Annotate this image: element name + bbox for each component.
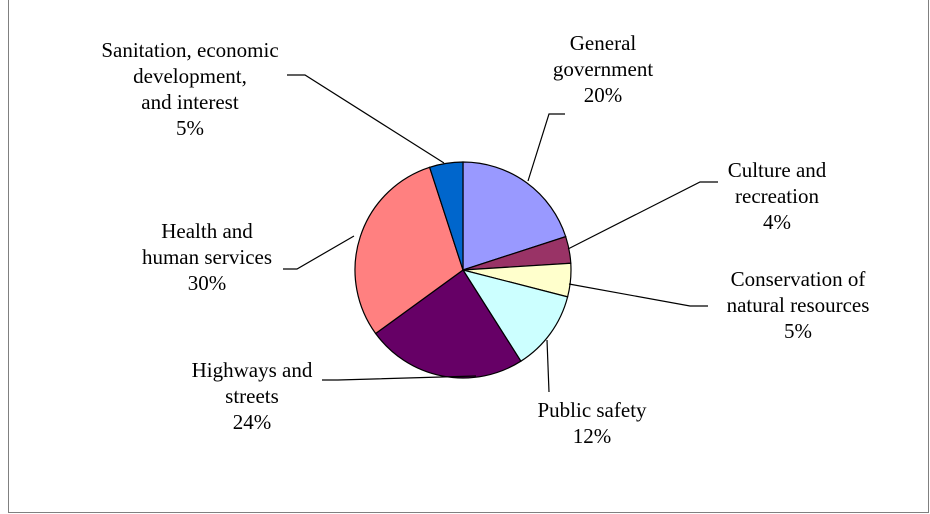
slice-label-6: Sanitation, economic development, and inte… xyxy=(101,37,278,141)
slice-label-line: Sanitation, economic xyxy=(101,38,279,62)
leader-line-3 xyxy=(546,339,550,393)
leader-line-2 xyxy=(568,283,708,307)
leader-line-6 xyxy=(287,74,445,164)
slice-label-2: Conservation of natural resources 5% xyxy=(727,266,870,344)
slice-label-line: and interest xyxy=(141,90,239,114)
pie-slice-6 xyxy=(428,161,464,271)
slice-label-4: Highways and streets 24% xyxy=(192,357,313,435)
pie-slice-5 xyxy=(354,166,464,335)
leader-line-4 xyxy=(322,375,477,381)
slice-label-line: development, xyxy=(133,64,247,88)
slice-label-line: natural resources xyxy=(726,293,870,317)
slice-label-1: Culture and recreation 4% xyxy=(728,157,827,235)
slice-label-line: Public safety xyxy=(537,398,647,422)
slice-label-line: streets xyxy=(225,384,279,408)
slice-percent: 4% xyxy=(763,210,791,234)
slice-percent: 30% xyxy=(187,271,227,295)
slice-label-5: Health and human services 30% xyxy=(142,218,272,296)
pie-slice-3 xyxy=(461,269,569,363)
slice-percent: 20% xyxy=(583,83,623,107)
slice-label-line: recreation xyxy=(735,184,819,208)
slice-label-0: General government 20% xyxy=(553,30,653,108)
slice-label-line: Health and xyxy=(161,219,253,243)
slice-percent: 12% xyxy=(572,424,612,448)
pie-slice-4 xyxy=(374,269,522,379)
slice-label-line: government xyxy=(552,57,654,81)
leader-line-0 xyxy=(527,113,565,182)
leader-line-1 xyxy=(567,181,718,250)
pie-slice-0 xyxy=(462,161,567,271)
leader-line-5 xyxy=(283,235,355,270)
slice-label-3: Public safety 12% xyxy=(537,397,646,449)
slice-percent: 24% xyxy=(232,410,272,434)
slice-label-line: Highways and xyxy=(191,358,313,382)
slice-label-line: Culture and xyxy=(727,158,827,182)
slice-label-line: human services xyxy=(141,245,273,269)
slice-percent: 5% xyxy=(175,116,204,140)
slice-label-line: Conservation of xyxy=(730,267,866,291)
slice-label-line: General xyxy=(569,31,637,55)
slice-percent: 5% xyxy=(783,319,812,343)
